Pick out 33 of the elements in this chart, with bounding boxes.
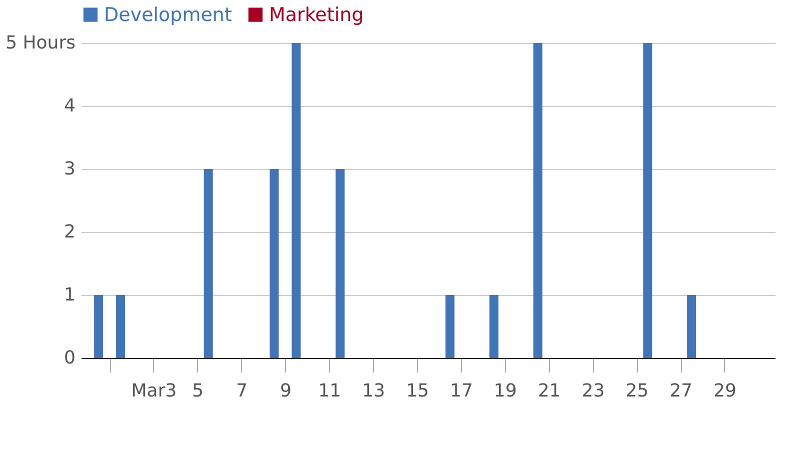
bar [204, 169, 213, 358]
y-tick-label: 4 [64, 96, 76, 116]
y-tick-label: 3 [64, 158, 76, 180]
x-tick-label: 23 [582, 380, 605, 402]
legend-label: Development [104, 4, 232, 26]
bar [643, 43, 652, 358]
bar [292, 43, 301, 358]
bar [445, 295, 454, 358]
x-tick-label: 5 [192, 380, 204, 402]
bar [336, 169, 345, 358]
x-tick-label: 25 [626, 380, 649, 402]
x-tick-label: 29 [714, 380, 736, 402]
legend-label: Marketing [269, 4, 364, 26]
bar [270, 169, 279, 358]
bar [94, 295, 104, 358]
x-tick-label: 27 [670, 380, 693, 402]
x-tick-label: Mar3 [131, 380, 177, 402]
x-tick-label: 21 [538, 380, 561, 402]
y-tick-label: 1 [64, 284, 76, 306]
bar [687, 295, 696, 358]
y-tick-label: 2 [64, 222, 76, 242]
bar [533, 43, 542, 358]
x-tick-label: 17 [450, 380, 473, 402]
y-tick-label: 5 Hours [6, 32, 76, 54]
x-tick-label: 19 [494, 380, 517, 402]
x-tick-label: 15 [406, 380, 429, 402]
x-tick-label: 9 [280, 380, 292, 402]
bar [489, 295, 498, 358]
x-tick-label: 13 [362, 380, 386, 402]
y-tick-label: 0 [64, 348, 76, 368]
x-tick-label: 7 [236, 380, 248, 402]
x-tick-label: 11 [318, 380, 342, 402]
bar [116, 295, 126, 358]
